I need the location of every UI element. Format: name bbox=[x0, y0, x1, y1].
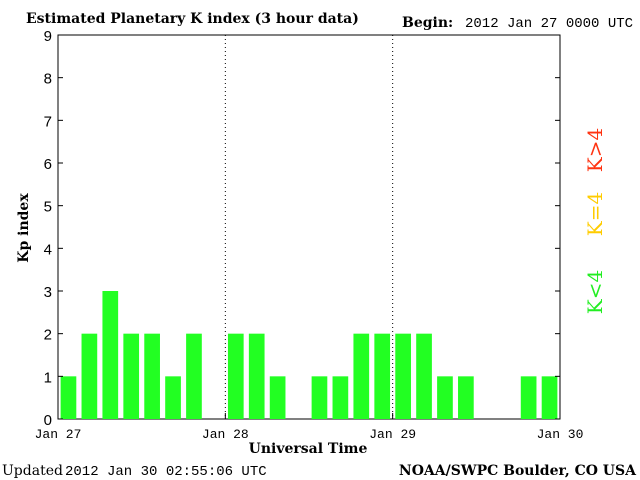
credit-text: NOAA/SWPC Boulder, CO USA bbox=[399, 463, 637, 479]
legend-item-2: K>4 bbox=[583, 128, 607, 172]
bar-14 bbox=[353, 333, 370, 419]
y-tick-label-8: 8 bbox=[44, 71, 52, 88]
y-tick-label-7: 7 bbox=[44, 113, 52, 130]
bar-10 bbox=[269, 376, 286, 419]
x-tick-label-0: Jan 27 bbox=[35, 427, 82, 442]
y-axis-label: Kp index bbox=[16, 193, 32, 263]
bar-5 bbox=[165, 376, 181, 419]
y-tick-label-3: 3 bbox=[44, 284, 52, 301]
updated-value: 2012 Jan 30 02:55:06 UTC bbox=[65, 464, 267, 480]
y-tick-label-0: 0 bbox=[44, 412, 52, 429]
bar-19 bbox=[458, 376, 474, 419]
y-tick-label-1: 1 bbox=[44, 369, 52, 386]
y-tick-label-4: 4 bbox=[44, 241, 52, 258]
bar-4 bbox=[144, 333, 160, 419]
bar-13 bbox=[332, 376, 349, 419]
chart-title: Estimated Planetary K index (3 hour data… bbox=[26, 11, 359, 27]
begin-label: Begin: bbox=[402, 15, 453, 31]
legend-item-0: K<4 bbox=[583, 270, 607, 314]
y-tick-label-9: 9 bbox=[44, 28, 52, 45]
bar-0 bbox=[60, 376, 77, 419]
y-tick-label-5: 5 bbox=[44, 199, 52, 216]
x-tick-label-1: Jan 28 bbox=[202, 427, 249, 442]
legend-item-1: K=4 bbox=[583, 192, 607, 236]
y-tick-label-6: 6 bbox=[44, 156, 52, 173]
x-axis-label: Universal Time bbox=[249, 441, 368, 457]
plot-frame bbox=[57, 34, 561, 420]
bar-6 bbox=[186, 333, 202, 419]
plot-area: 0 1 2 3 4 5 6 7 8 9 Jan 27 Jan 28 Jan 29 Jan 30 bbox=[35, 28, 584, 442]
begin-value: 2012 Jan 27 0000 UTC bbox=[465, 16, 633, 32]
bar-23 bbox=[541, 376, 558, 419]
legend: K<4 K=4 K>4 bbox=[583, 128, 607, 314]
bar-16 bbox=[395, 333, 411, 419]
y-tick-label-2: 2 bbox=[44, 327, 52, 344]
bar-3 bbox=[123, 333, 140, 419]
bar-18 bbox=[437, 376, 453, 419]
bar-2 bbox=[102, 291, 119, 419]
x-tick-label-2: Jan 29 bbox=[369, 427, 416, 442]
bar-22 bbox=[520, 376, 537, 419]
bar-17 bbox=[416, 333, 432, 419]
x-tick-label-3: Jan 30 bbox=[537, 427, 584, 442]
bar-1 bbox=[81, 333, 98, 419]
bar-15 bbox=[374, 333, 391, 419]
bar-12 bbox=[311, 376, 328, 419]
updated-label: Updated bbox=[2, 463, 63, 479]
bar-8 bbox=[227, 333, 244, 419]
bar-9 bbox=[248, 333, 265, 419]
